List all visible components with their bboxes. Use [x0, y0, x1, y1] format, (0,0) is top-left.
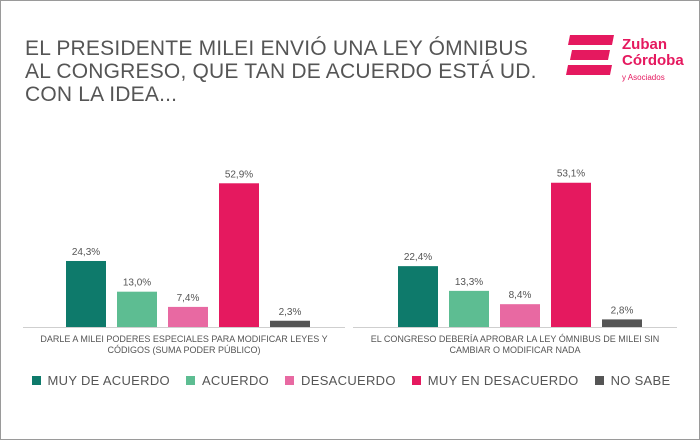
bar	[270, 320, 310, 327]
category-label: EL CONGRESO DEBERÍA APROBAR LA LEY ÓMNIB…	[371, 334, 660, 344]
zuban-cordoba-logo: Zuban Córdoba y Asociados	[566, 31, 696, 87]
data-label: 22,4%	[404, 252, 432, 263]
bar	[500, 304, 540, 327]
logo-line2: Córdoba	[622, 52, 684, 69]
legend-item: ACUERDO	[185, 373, 270, 388]
data-label: 13,0%	[123, 278, 151, 289]
bar	[117, 291, 157, 327]
legend-item: MUY DE ACUERDO	[31, 373, 170, 388]
chart-legend: MUY DE ACUERDO ACUERDO DESACUERDO MUY EN DE…	[1, 373, 700, 388]
legend-label: ACUERDO	[201, 373, 270, 388]
bar	[602, 319, 642, 327]
data-label: 2,8%	[611, 305, 634, 316]
data-label: 53,1%	[557, 169, 585, 180]
logo-line1: Zuban	[622, 36, 667, 53]
legend-label: MUY DE ACUERDO	[47, 373, 170, 388]
legend-swatch	[31, 376, 41, 385]
category-label: CAMBIAR O MODIFICAR NADA	[449, 345, 580, 355]
legend-swatch	[411, 376, 421, 385]
bar	[398, 266, 438, 327]
bar	[66, 260, 106, 327]
legend-item: MUY EN DESACUERDO	[411, 373, 579, 388]
data-label: 2,3%	[279, 307, 302, 318]
data-label: 8,4%	[509, 290, 532, 301]
logo-mark-icon	[566, 35, 614, 75]
bar	[551, 182, 591, 327]
legend-swatch	[185, 376, 195, 385]
legend-label: DESACUERDO	[301, 373, 396, 388]
bar	[219, 183, 259, 327]
legend-item: DESACUERDO	[285, 373, 396, 388]
bar-chart: 24,3% 13,0% 7,4% 52,9% 2,3% DARLE A MILEI POD…	[23, 169, 677, 355]
data-label: 24,3%	[72, 247, 100, 258]
data-label: 13,3%	[455, 277, 483, 288]
logo-subtitle: y Asociados	[622, 73, 665, 82]
category-label: CÓDIGOS (SUMA PODER PÚBLICO)	[107, 345, 260, 355]
data-label: 7,4%	[177, 293, 200, 304]
bar	[168, 306, 208, 327]
legend-item: NO SABE	[594, 373, 671, 388]
logo-text: Zuban Córdoba	[622, 37, 684, 69]
chart-title: EL PRESIDENTE MILEI ENVIÓ UNA LEY ÓMNIBU…	[25, 37, 537, 106]
legend-swatch	[285, 376, 295, 385]
legend-label: NO SABE	[610, 373, 671, 388]
legend-label: MUY EN DESACUERDO	[427, 373, 579, 388]
bar	[449, 290, 489, 327]
data-label: 52,9%	[225, 169, 253, 180]
legend-swatch	[594, 376, 604, 385]
category-label: DARLE A MILEI PODERES ESPECIALES PARA MO…	[40, 334, 327, 344]
